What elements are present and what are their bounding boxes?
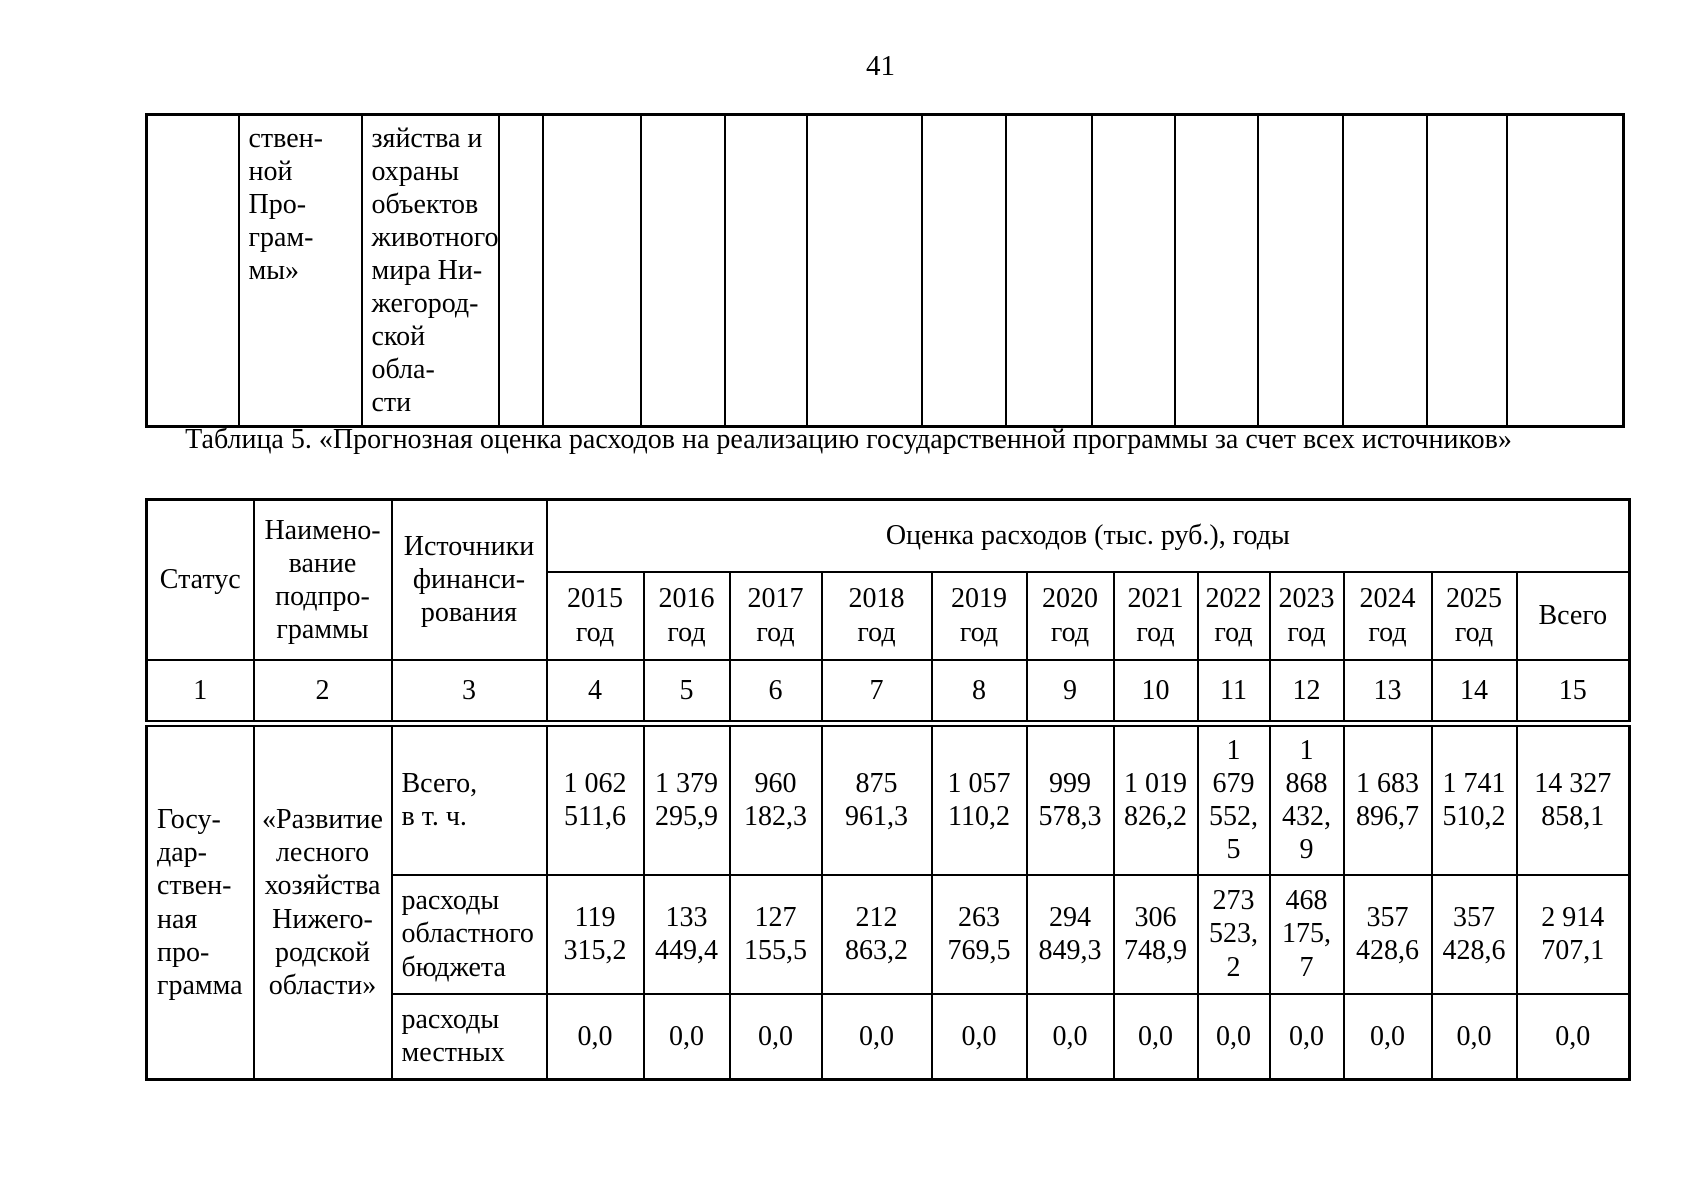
value-cell: 119 315,2 — [545, 873, 645, 995]
value-cell: 14 327 858,1 — [1515, 722, 1631, 876]
col-number: 4 — [545, 658, 645, 727]
empty-cell — [639, 113, 726, 428]
value-cell: 1 057 110,2 — [930, 722, 1028, 876]
value-cell: 0,0 — [1112, 992, 1199, 1081]
empty-cell — [497, 113, 544, 428]
col-header-year-2022: 2022 год — [1196, 570, 1271, 661]
data-row-local-budget: расходы местных 0,0 0,0 0,0 0,0 0,0 0,0 … — [147, 992, 1631, 1081]
source-label: Всего, в т. ч. — [390, 722, 548, 876]
value-cell: 1 679 552, 5 — [1196, 722, 1271, 876]
table5-caption: Таблица 5. «Прогнозная оценка расходов н… — [185, 424, 1512, 455]
value-cell: 0,0 — [1268, 992, 1345, 1081]
col-number: 9 — [1025, 658, 1115, 727]
value-cell: 0,0 — [930, 992, 1028, 1081]
col-header-year-2024: 2024 год — [1342, 570, 1433, 661]
col-number: 7 — [820, 658, 933, 727]
subprogram-name-fragment: зяйства и охраны объектов животного мира… — [360, 113, 500, 428]
col-header-year-2018: 2018 год — [820, 570, 933, 661]
value-cell: 960 182,3 — [728, 722, 823, 876]
empty-cell — [805, 113, 923, 428]
value-cell: 0,0 — [1196, 992, 1271, 1081]
col-number: 2 — [252, 658, 393, 727]
col-number: 10 — [1112, 658, 1199, 727]
col-header-expenses-span: Оценка расходов (тыс. руб.), годы — [545, 498, 1631, 573]
empty-cell — [1173, 113, 1259, 428]
value-cell: 875 961,3 — [820, 722, 933, 876]
value-cell: 133 449,4 — [642, 873, 731, 995]
source-label: расходы местных — [390, 992, 548, 1081]
col-header-year-2016: 2016 год — [642, 570, 731, 661]
col-number: 6 — [728, 658, 823, 727]
page-number: 41 — [866, 50, 895, 82]
col-header-status: Статус — [145, 498, 255, 661]
value-cell: 2 914 707,1 — [1515, 873, 1631, 995]
col-number: 3 — [390, 658, 548, 727]
value-cell: 357 428,6 — [1430, 873, 1518, 995]
col-header-year-2020: 2020 год — [1025, 570, 1115, 661]
empty-cell — [1505, 113, 1625, 428]
value-cell: 273 523, 2 — [1196, 873, 1271, 995]
value-cell: 0,0 — [1025, 992, 1115, 1081]
header-row-span: Статус Наимено- вание подпро- граммы Ист… — [145, 498, 1631, 661]
col-header-year-2021: 2021 год — [1112, 570, 1199, 661]
empty-cell — [1425, 113, 1508, 428]
value-cell: 0,0 — [545, 992, 645, 1081]
empty-cell — [1004, 113, 1093, 428]
col-header-year-2023: 2023 год — [1268, 570, 1345, 661]
empty-cell — [1341, 113, 1428, 428]
value-cell: 1 683 896,7 — [1342, 722, 1433, 876]
value-cell: 306 748,9 — [1112, 873, 1199, 995]
subprogram-cell: «Развитие лесного хозяйства Нижего- родс… — [252, 722, 393, 1081]
status-cell: Госу- дар- ствен- ная про- грамма — [145, 722, 255, 1081]
empty-cell — [920, 113, 1007, 428]
value-cell: 357 428,6 — [1342, 873, 1433, 995]
value-cell: 468 175, 7 — [1268, 873, 1345, 995]
value-cell: 0,0 — [820, 992, 933, 1081]
value-cell: 0,0 — [1515, 992, 1631, 1081]
col-number: 15 — [1515, 658, 1631, 727]
value-cell: 1 741 510,2 — [1430, 722, 1518, 876]
data-row-oblast-budget: расходы областного бюджета 119 315,2 133… — [147, 873, 1631, 995]
value-cell: 999 578,3 — [1025, 722, 1115, 876]
value-cell: 294 849,3 — [1025, 873, 1115, 995]
numbering-row: 1 2 3 4 5 6 7 8 9 10 11 12 13 14 15 — [145, 658, 1631, 727]
value-cell: 127 155,5 — [728, 873, 823, 995]
value-cell: 1 379 295,9 — [642, 722, 731, 876]
col-number: 14 — [1430, 658, 1518, 727]
empty-cell — [1256, 113, 1344, 428]
col-header-year-2015: 2015 год — [545, 570, 645, 661]
value-cell: 0,0 — [1342, 992, 1433, 1081]
empty-cell — [1090, 113, 1176, 428]
value-cell: 0,0 — [642, 992, 731, 1081]
value-cell: 1 062 511,6 — [545, 722, 645, 876]
col-header-sources: Источники финанси- рования — [390, 498, 548, 661]
data-row-total: Госу- дар- ствен- ная про- грамма «Разви… — [145, 722, 1631, 1081]
table-row: ствен- ной Про- грам- мы» зяйства и охра… — [145, 113, 1625, 428]
col-header-year-2019: 2019 год — [930, 570, 1028, 661]
empty-cell — [145, 113, 240, 428]
col-header-total: Всего — [1515, 570, 1631, 661]
program-name-fragment: ствен- ной Про- грам- мы» — [237, 113, 363, 428]
table4-continuation: ствен- ной Про- грам- мы» зяйства и охра… — [145, 113, 1625, 429]
col-header-year-2025: 2025 год — [1430, 570, 1518, 661]
header-row-years: 2015 год 2016 год 2017 год 2018 год 2019… — [147, 570, 1631, 661]
value-cell: 212 863,2 — [820, 873, 933, 995]
col-number: 5 — [642, 658, 731, 727]
col-number: 8 — [930, 658, 1028, 727]
col-header-subprogram: Наимено- вание подпро- граммы — [252, 498, 393, 661]
col-header-year-2017: 2017 год — [728, 570, 823, 661]
value-cell: 0,0 — [1430, 992, 1518, 1081]
source-label: расходы областного бюджета — [390, 873, 548, 995]
col-number: 13 — [1342, 658, 1433, 727]
value-cell: 1 019 826,2 — [1112, 722, 1199, 876]
value-cell: 263 769,5 — [930, 873, 1028, 995]
value-cell: 1 868 432, 9 — [1268, 722, 1345, 876]
value-cell: 0,0 — [728, 992, 823, 1081]
col-number: 11 — [1196, 658, 1271, 727]
col-number: 1 — [145, 658, 255, 727]
empty-cell — [723, 113, 808, 428]
empty-cell — [541, 113, 642, 428]
table5: Статус Наимено- вание подпро- граммы Ист… — [145, 498, 1632, 1081]
col-number: 12 — [1268, 658, 1345, 727]
